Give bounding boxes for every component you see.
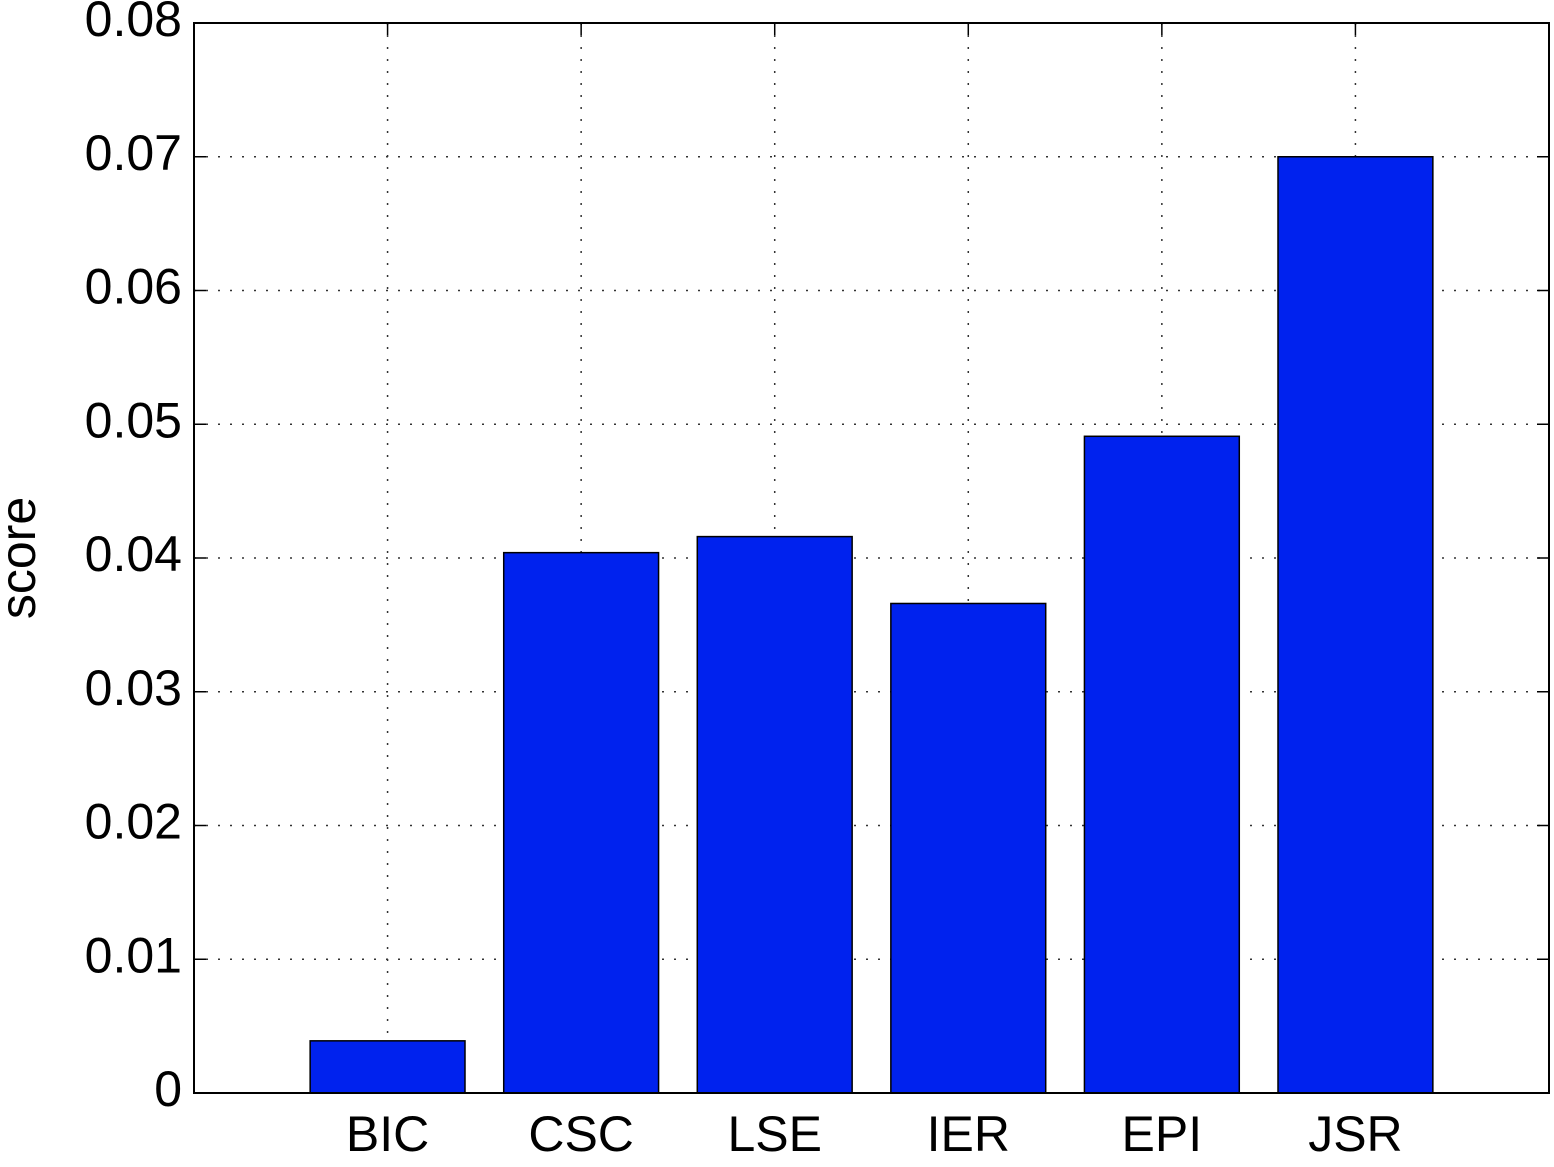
bar	[309, 1040, 466, 1094]
x-tick-label: BIC	[346, 1106, 429, 1162]
x-tick-label: IER	[927, 1106, 1010, 1162]
bar	[696, 535, 853, 1094]
y-tick-label: 0.04	[85, 526, 182, 582]
y-tick-label: 0.02	[85, 794, 182, 850]
y-tick-label: 0.01	[85, 927, 182, 983]
x-tick-label: LSE	[727, 1106, 822, 1162]
y-tick-label: 0.03	[85, 660, 182, 716]
plot-frame	[193, 22, 1550, 1094]
x-tick-label: CSC	[528, 1106, 634, 1162]
y-tick-label: 0	[154, 1061, 182, 1117]
y-tick-label: 0.06	[85, 259, 182, 315]
x-tick-label: JSR	[1308, 1106, 1402, 1162]
y-axis-label: score	[0, 497, 46, 619]
y-tick-label: 0.07	[85, 125, 182, 181]
bar	[502, 551, 660, 1094]
bar	[1277, 156, 1434, 1094]
bar	[1083, 435, 1241, 1094]
bar	[890, 602, 1047, 1094]
y-tick-label: 0.05	[85, 392, 182, 448]
y-tick-label: 0.08	[85, 0, 182, 47]
x-tick-label: EPI	[1122, 1106, 1203, 1162]
